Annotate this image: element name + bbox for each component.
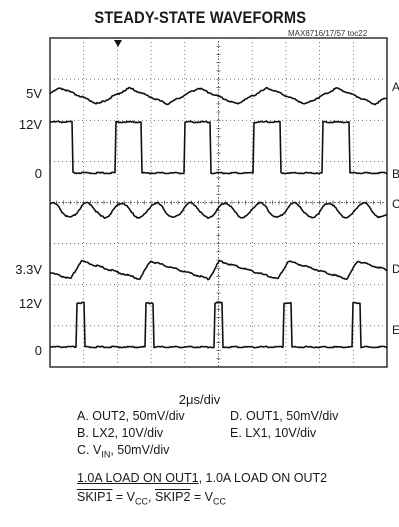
chart-title: STEADY-STATE WAVEFORMS [94, 8, 307, 27]
right-label-b: B [392, 167, 399, 181]
figure-id: MAX8716/17/57 toc22 [288, 29, 368, 38]
right-label-e: E [392, 323, 399, 337]
trace-a-out2 [49, 86, 388, 106]
trace-b-lx2 [49, 120, 388, 175]
load-condition: 1.0A LOAD ON OUT1, 1.0A LOAD ON OUT2 [77, 471, 328, 485]
trigger-marker [114, 40, 122, 47]
y-label-0-bottom: 0 [34, 343, 42, 358]
legend-d: D. OUT1, 50mV/div [230, 409, 339, 423]
legend-c: C. VIN, 50mV/div [77, 443, 170, 460]
trace-c-vin [49, 201, 388, 220]
y-label-0-top: 0 [34, 166, 42, 181]
trace-d-out1 [49, 259, 388, 281]
legend-e: E. LX1, 10V/div [230, 426, 317, 440]
right-label-a: A [392, 80, 399, 94]
y-label-5v: 5V [26, 86, 42, 101]
time-per-division-label: 2μs/div [178, 392, 221, 407]
right-label-c: C [392, 197, 399, 211]
legend-b: B. LX2, 10V/div [77, 426, 164, 440]
y-label-12v-top: 12V [18, 117, 42, 132]
trace-e-lx1 [49, 301, 388, 349]
y-label-3v3: 3.3V [15, 262, 42, 277]
right-label-d: D [392, 262, 399, 276]
oscilloscope-plot [49, 37, 388, 368]
y-label-12v-bottom: 12V [18, 296, 42, 311]
skip-condition: SKIP1 = VCC, SKIP2 = VCC [77, 490, 227, 507]
legend-a: A. OUT2, 50mV/div [77, 409, 185, 423]
